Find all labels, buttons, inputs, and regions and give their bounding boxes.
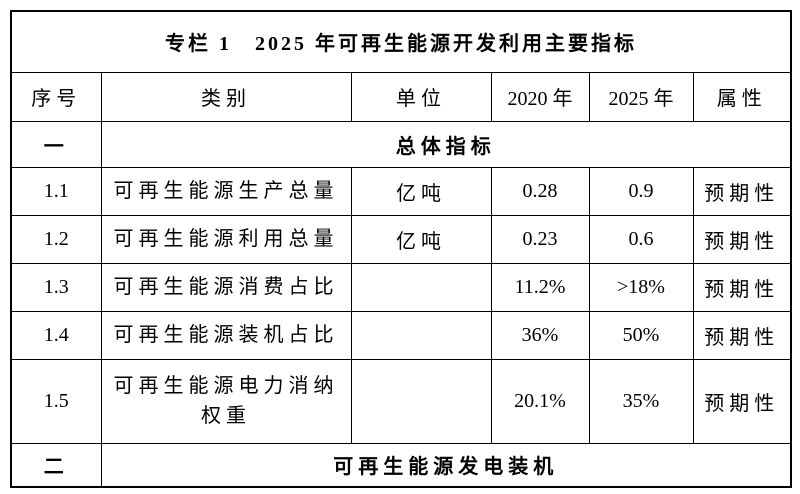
table-row: 1.1 可再生能源生产总量 亿吨 0.28 0.9 预期性 xyxy=(10,166,792,216)
table-row: 1.2 可再生能源利用总量 亿吨 0.23 0.6 预期性 xyxy=(10,214,792,264)
cell-attr: 预期性 xyxy=(692,166,792,216)
cell-2025-value: 50% xyxy=(588,310,694,360)
cell-unit xyxy=(350,262,492,312)
cell-2025-value: 35% xyxy=(588,358,694,444)
cell-unit: 亿吨 xyxy=(350,166,492,216)
section-label: 可再生能源发电装机 xyxy=(100,442,792,488)
cell-2025-value: 0.9 xyxy=(588,166,694,216)
table-header-row: 序号 类别 单位 2020 年 2025 年 属性 xyxy=(10,71,792,122)
cell-no: 1.3 xyxy=(10,262,102,312)
table-title: 专栏 1 2025 年可再生能源开发利用主要指标 xyxy=(10,10,792,73)
cell-attr: 预期性 xyxy=(692,310,792,360)
cell-attr: 预期性 xyxy=(692,214,792,264)
table-row: 1.5 可再生能源电力消纳 权重 20.1% 35% 预期性 xyxy=(10,358,792,444)
col-header-no: 序号 xyxy=(10,71,102,122)
cell-2020-value: 36% xyxy=(490,310,590,360)
col-header-2025: 2025 年 xyxy=(588,71,694,122)
table-row: 1.3 可再生能源消费占比 11.2% >18% 预期性 xyxy=(10,262,792,312)
section-row-overall: 一 总体指标 xyxy=(10,120,792,168)
section-label: 总体指标 xyxy=(100,120,792,168)
cell-category: 可再生能源装机占比 xyxy=(100,310,352,360)
cell-unit: 亿吨 xyxy=(350,214,492,264)
cell-category: 可再生能源生产总量 xyxy=(100,166,352,216)
table-title-row: 专栏 1 2025 年可再生能源开发利用主要指标 xyxy=(10,10,792,73)
cell-no: 1.2 xyxy=(10,214,102,264)
col-header-attr: 属性 xyxy=(692,71,792,122)
cell-unit xyxy=(350,358,492,444)
table-row: 1.4 可再生能源装机占比 36% 50% 预期性 xyxy=(10,310,792,360)
cell-2020-value: 0.23 xyxy=(490,214,590,264)
cell-no: 1.4 xyxy=(10,310,102,360)
col-header-2020: 2020 年 xyxy=(490,71,590,122)
indicators-table: 专栏 1 2025 年可再生能源开发利用主要指标 序号 类别 单位 2020 年… xyxy=(10,10,792,488)
cell-attr: 预期性 xyxy=(692,262,792,312)
cell-no: 1.5 xyxy=(10,358,102,444)
cell-2025-value: >18% xyxy=(588,262,694,312)
cell-2020-value: 0.28 xyxy=(490,166,590,216)
cell-2020-value: 11.2% xyxy=(490,262,590,312)
cell-category: 可再生能源利用总量 xyxy=(100,214,352,264)
cell-2025-value: 0.6 xyxy=(588,214,694,264)
cell-category: 可再生能源电力消纳 权重 xyxy=(100,358,352,444)
cell-no: 1.1 xyxy=(10,166,102,216)
cell-category: 可再生能源消费占比 xyxy=(100,262,352,312)
cell-2020-value: 20.1% xyxy=(490,358,590,444)
cell-unit xyxy=(350,310,492,360)
cell-attr: 预期性 xyxy=(692,358,792,444)
section-number: 一 xyxy=(10,120,102,168)
col-header-unit: 单位 xyxy=(350,71,492,122)
section-number: 二 xyxy=(10,442,102,488)
section-row-power-capacity: 二 可再生能源发电装机 xyxy=(10,442,792,488)
col-header-category: 类别 xyxy=(100,71,352,122)
